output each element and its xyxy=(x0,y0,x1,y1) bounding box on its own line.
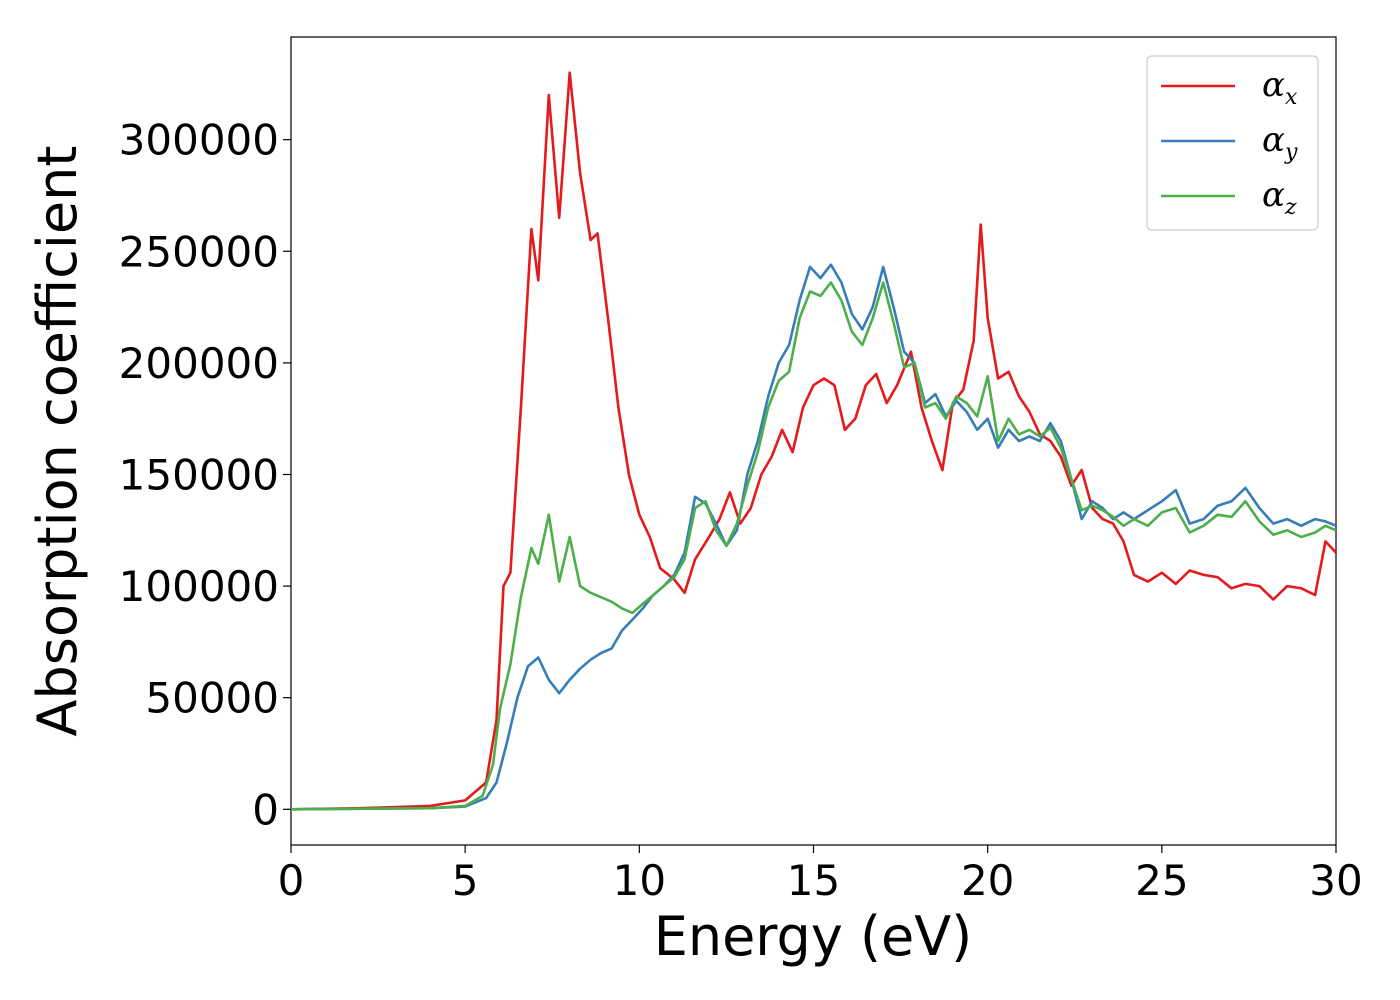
y-axis-title: Absorption coefficient xyxy=(26,146,89,737)
series-lines xyxy=(290,71,1337,811)
legend-label-symbol: α xyxy=(1262,120,1285,160)
y-tick-label: 250000 xyxy=(119,227,279,276)
legend-label-symbol: α xyxy=(1262,65,1285,105)
legend-label-subscript: y xyxy=(1284,140,1298,165)
x-tick-label: 5 xyxy=(452,856,479,905)
legend-label-subscript: x xyxy=(1285,85,1298,110)
x-tick-label: 10 xyxy=(613,856,666,905)
series-line-y xyxy=(290,263,1337,811)
y-tick-label: 200000 xyxy=(119,339,279,388)
legend-label-y: αy xyxy=(1262,120,1298,165)
y-tick-label: 300000 xyxy=(119,116,279,165)
x-axis-ticks: 0 5 10 15 20 25 30 xyxy=(278,845,1363,905)
x-tick-label: 20 xyxy=(961,856,1014,905)
y-tick-label: 100000 xyxy=(119,562,279,611)
y-tick-label: 150000 xyxy=(119,450,279,499)
y-tick-label: 50000 xyxy=(145,674,279,723)
x-tick-label: 30 xyxy=(1309,856,1362,905)
series-line-x xyxy=(290,71,1337,811)
y-tick-label: 0 xyxy=(252,785,279,834)
x-tick-label: 0 xyxy=(278,856,305,905)
legend-label-symbol: α xyxy=(1262,175,1285,215)
legend-box xyxy=(1146,55,1319,231)
y-axis-ticks: 0 50000 100000 150000 200000 250000 300000 xyxy=(119,116,291,834)
x-tick-label: 15 xyxy=(787,856,840,905)
legend-label-z: αz xyxy=(1262,175,1297,220)
legend-label-subscript: z xyxy=(1284,195,1297,220)
x-axis-title: Energy (eV) xyxy=(654,905,973,968)
legend-label-x: αx xyxy=(1262,65,1298,110)
x-tick-label: 25 xyxy=(1135,856,1188,905)
series-line-z xyxy=(290,281,1337,811)
